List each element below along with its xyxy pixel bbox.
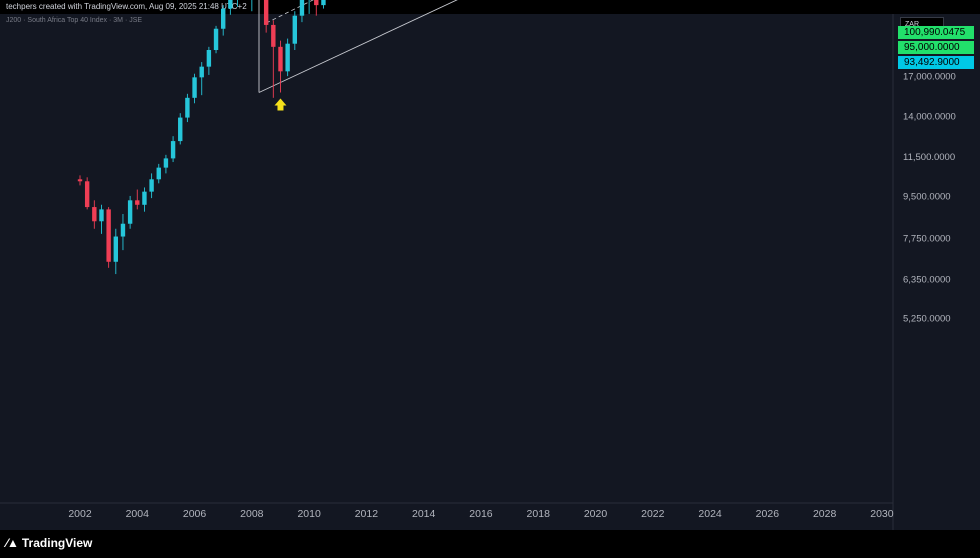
brand-label: TradingView: [21, 536, 93, 550]
x-tick-label: 2024: [698, 508, 722, 520]
channel-middle-line: [265, 0, 314, 24]
price-tag-target: 95,000.0000: [898, 41, 974, 54]
x-tick-label: 2026: [756, 508, 780, 520]
candle-body: [321, 0, 326, 6]
candle-body: [163, 158, 169, 168]
x-tick-label: 2018: [527, 508, 551, 520]
bottom-bar: ⁄▲ TradingView: [0, 530, 980, 558]
candle-body: [77, 179, 83, 182]
top-bar: techpers created with TradingView.com, A…: [0, 0, 980, 14]
candle-body: [299, 0, 305, 16]
candle-body: [213, 28, 219, 51]
price-tag-top: 100,990.0475: [898, 26, 974, 39]
price-tag-last: 93,492.9000: [898, 56, 974, 69]
candle-body: [106, 209, 111, 262]
x-tick-label: 2022: [641, 508, 665, 520]
candle-body: [221, 8, 226, 29]
x-tick-label: 2030: [870, 508, 894, 520]
symbol-label: J200 · South Africa Top 40 Index · 3M · …: [6, 17, 143, 24]
x-tick-label: 2006: [183, 508, 207, 520]
candle-body: [170, 141, 176, 159]
created-by-label: techpers created with TradingView.com, A…: [6, 2, 247, 11]
y-tick-label: 6,350.0000: [903, 274, 951, 285]
y-tick-label: 11,500.0000: [903, 152, 955, 163]
y-tick-label: 5,250.0000: [903, 314, 951, 325]
candle-body: [285, 43, 290, 72]
candle-body: [127, 200, 133, 224]
x-tick-label: 2002: [68, 508, 92, 520]
candle-body: [263, 0, 269, 25]
x-tick-label: 2008: [240, 508, 264, 520]
candle-body: [278, 46, 283, 72]
x-tick-label: 2014: [412, 508, 436, 520]
candle-body: [314, 0, 319, 6]
candle-body: [271, 24, 276, 47]
x-tick-label: 2020: [584, 508, 608, 520]
candle-body: [99, 209, 104, 222]
candle-body: [178, 117, 183, 142]
candle-body: [113, 236, 118, 262]
y-tick-label: 14,000.0000: [903, 112, 956, 123]
candle-body: [292, 15, 297, 44]
candle-body: [149, 179, 154, 192]
x-tick-label: 2004: [126, 508, 150, 520]
brand-logo[interactable]: ⁄▲ TradingView: [6, 536, 92, 550]
y-tick-label: 9,500.0000: [903, 191, 951, 202]
x-tick-label: 2028: [813, 508, 837, 520]
x-tick-label: 2010: [297, 508, 321, 520]
candle-body: [92, 207, 97, 222]
y-tick-label: 7,750.0000: [903, 233, 951, 244]
candle-body: [120, 223, 126, 237]
candle-body: [135, 200, 140, 205]
candle-body: [192, 77, 197, 98]
candle-body: [206, 50, 212, 67]
candle-body: [156, 167, 161, 180]
candle-body: [142, 191, 147, 205]
tradingview-icon: ⁄▲: [6, 536, 19, 550]
x-tick-label: 2012: [355, 508, 379, 520]
y-tick-label: 17,000.0000: [903, 72, 956, 83]
candle-body: [199, 66, 204, 78]
x-tick-label: 2016: [469, 508, 493, 520]
candle-body: [185, 97, 190, 118]
arrow-up-icon: [274, 98, 287, 111]
candle-body: [84, 181, 90, 208]
candle-body: [228, 0, 233, 9]
channel-lower-line: [258, 0, 458, 93]
